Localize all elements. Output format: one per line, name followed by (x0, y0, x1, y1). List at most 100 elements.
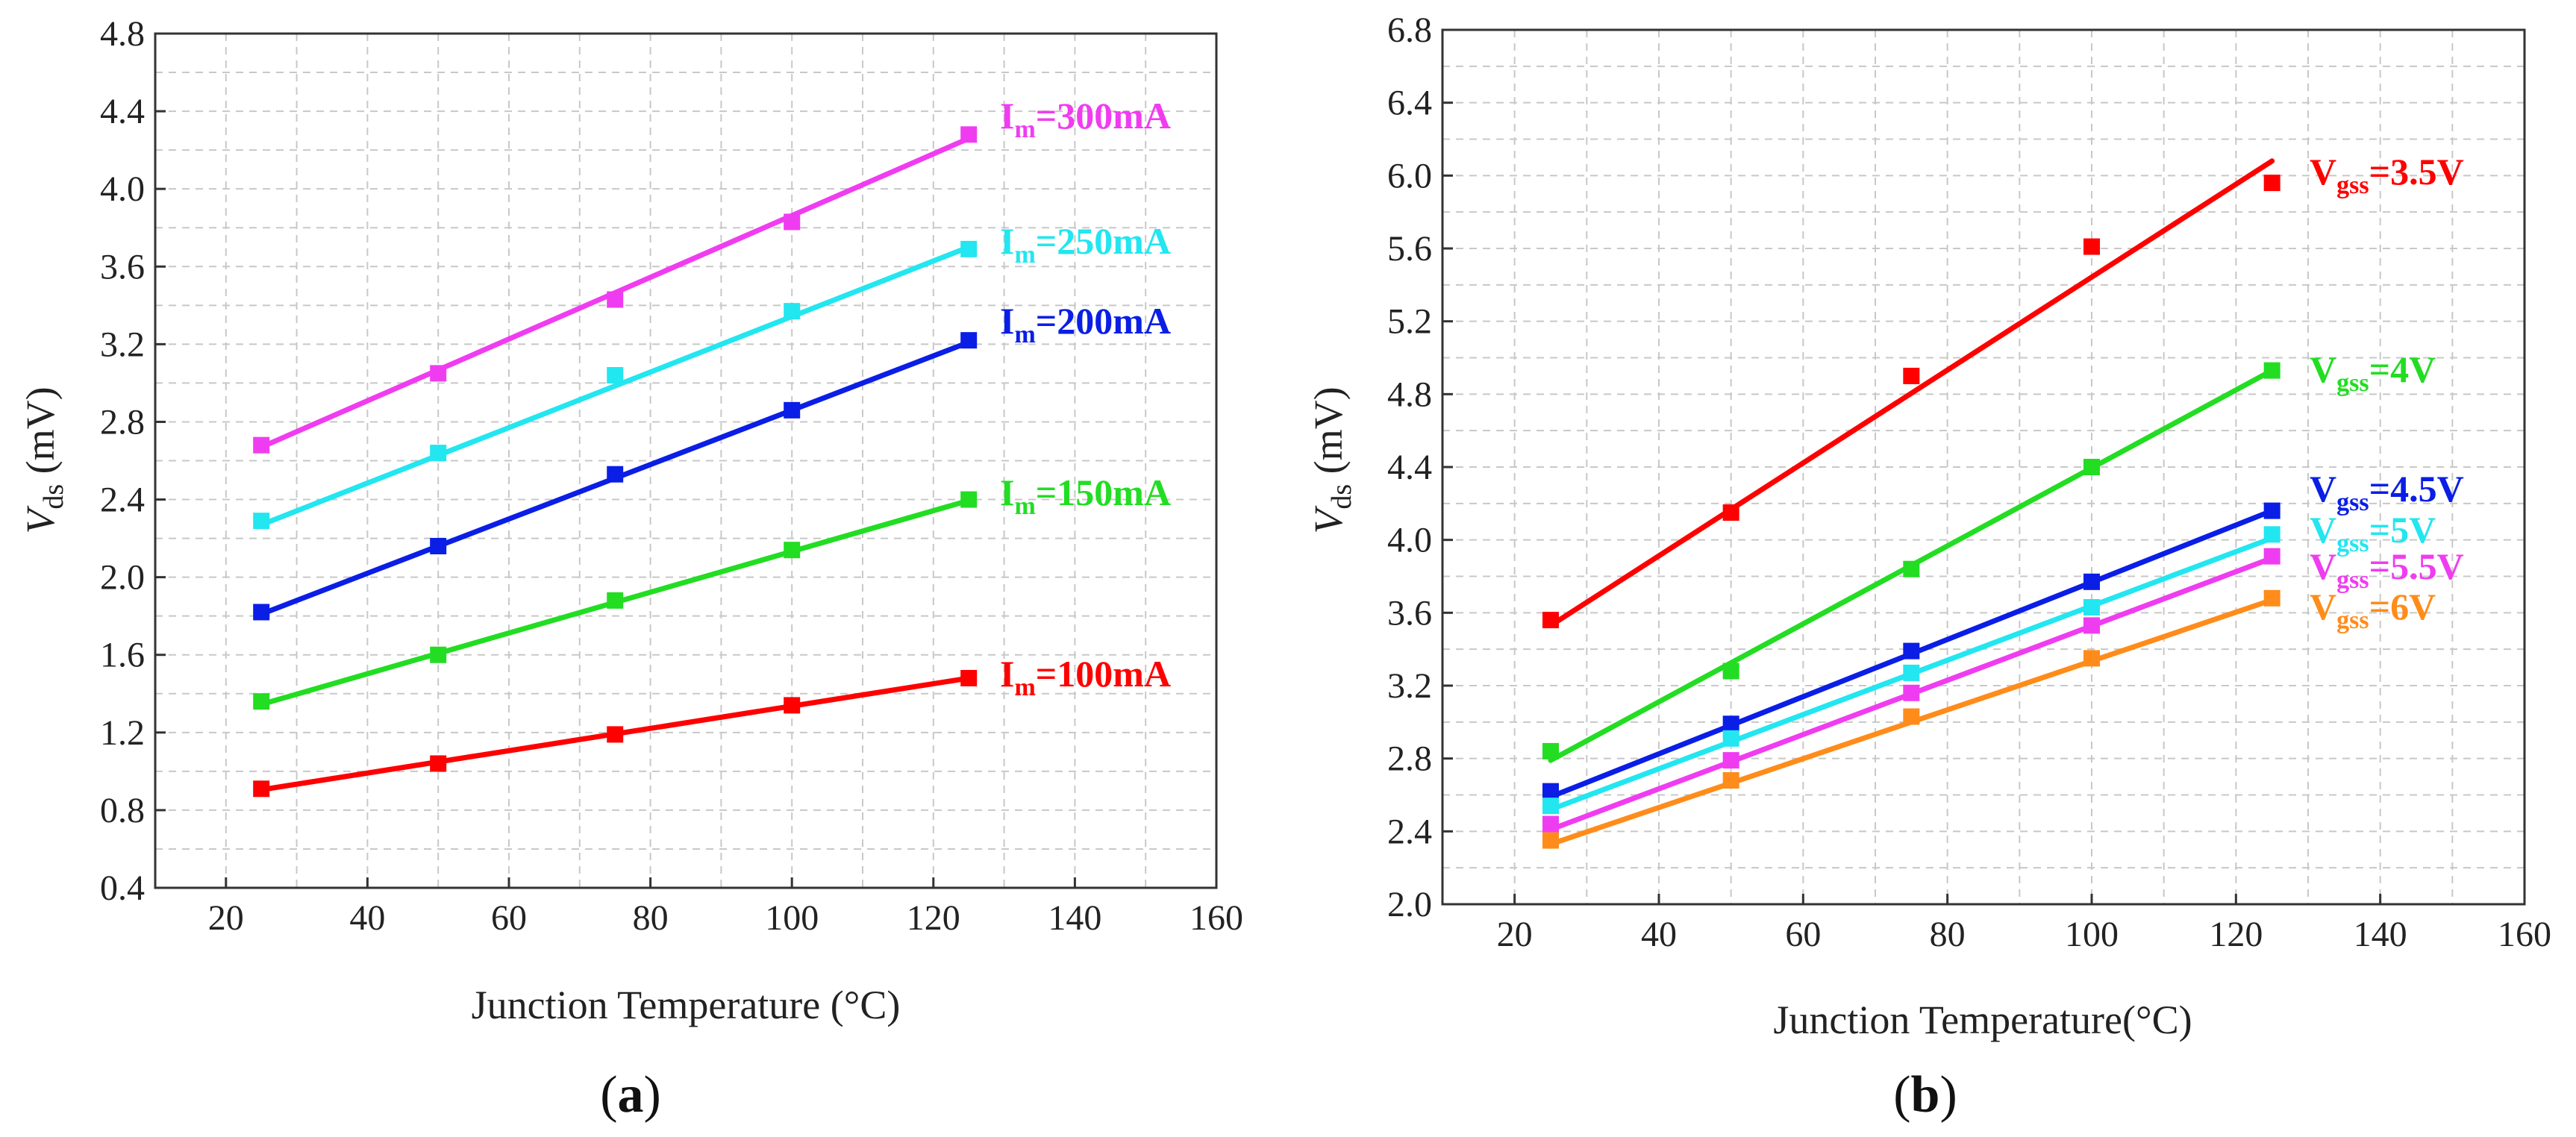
chart-b-y-tick-label: 3.2 (1387, 666, 1432, 706)
chart-b-series-1-point (2263, 175, 2280, 192)
series-label-sub: gss (2336, 566, 2369, 594)
chart-b-series-4-label: Vgss=5V (2310, 509, 2436, 557)
chart-b-panel-label: (b) (1893, 1066, 1957, 1124)
chart-b-series-4 (1542, 526, 2280, 815)
chart-a-x-axis-label: Junction Temperature (°C) (472, 983, 901, 1027)
series-label-rest: =3.5V (2369, 151, 2464, 192)
chart-a-x-tick-label: 80 (633, 898, 669, 938)
chart-b-series-2 (1542, 362, 2280, 763)
series-label-rest: =6V (2369, 586, 2436, 627)
chart-b-series-6-point (1722, 771, 1739, 789)
chart-a-series-1-point (784, 697, 801, 714)
chart-b-series-3-label: Vgss=4.5V (2310, 468, 2464, 516)
chart-b-panel-letter: b (1911, 1066, 1940, 1124)
series-label-rest: =250mA (1036, 220, 1171, 262)
chart-a-series-5-point (430, 365, 447, 382)
series-label-sub: gss (2336, 607, 2369, 634)
series-label-sub: m (1014, 492, 1035, 520)
series-label-sub: m (1014, 241, 1035, 269)
chart-b-series-1-point (1542, 612, 1559, 629)
series-label-sub: gss (2336, 489, 2369, 516)
chart-b-series-1-point (1903, 367, 1920, 384)
chart-a-y-tick-label: 4.8 (100, 14, 145, 54)
chart-a-x-tick-label: 20 (208, 898, 244, 938)
chart-b-series-5-label: Vgss=5.5V (2310, 545, 2464, 594)
chart-b-series-1-point (1722, 504, 1739, 521)
chart-a-panel-label: (a) (600, 1066, 661, 1124)
chart-panel-a: 20 40 60 80 100 120 140 160 0.4 0.8 1.2 1.6 2.0 2.4 2.… (18, 14, 1243, 1124)
chart-b-x-tick-label: 100 (2065, 915, 2119, 954)
chart-a-y-tick-label: 3.2 (100, 325, 145, 364)
chart-a-series-4-label: Im=250mA (1000, 220, 1171, 269)
chart-a-y-axis-label-sub: ds (38, 484, 69, 510)
chart-b-x-tick-label: 140 (2354, 915, 2407, 954)
chart-b-series-2-point (1722, 663, 1739, 680)
chart-b-series-6-point (2263, 589, 2280, 607)
chart-b-series-5-point (1903, 684, 1920, 701)
series-label-rest: =4V (2369, 348, 2436, 390)
chart-b-series-2-point (2083, 459, 2100, 475)
series-label-main: V (2310, 151, 2336, 192)
chart-b-series-2-point (1903, 560, 1920, 577)
series-label-sub: gss (2336, 369, 2369, 397)
chart-a-y-tick-label: 1.6 (100, 636, 145, 675)
series-label-rest: =200mA (1036, 300, 1171, 342)
chart-a-x-tick-label: 40 (349, 898, 385, 938)
chart-a-series-1-point (253, 780, 270, 798)
chart-a-series-4-point (430, 445, 447, 462)
chart-a-y-tick-label: 2.0 (100, 558, 145, 598)
chart-b-y-axis-label-unit: (mV) (1306, 386, 1351, 483)
chart-a-series-5 (253, 126, 978, 454)
chart-b-y-tick-label: 3.6 (1387, 593, 1432, 633)
series-label-rest: =100mA (1036, 653, 1171, 695)
chart-b-series-1-line (1548, 158, 2275, 628)
chart-a-series-2 (253, 491, 978, 710)
chart-a-x-tick-label: 140 (1048, 898, 1101, 938)
chart-a-series-3-point (960, 332, 978, 349)
chart-a-series-5-point (253, 436, 270, 454)
chart-b-series-3-point (1903, 642, 1920, 660)
chart-b-x-tick-label: 120 (2209, 915, 2263, 954)
series-label-main: V (2310, 586, 2336, 627)
series-label-main: V (2310, 348, 2336, 390)
chart-a-series-3 (253, 332, 978, 621)
chart-a-series-3-point (253, 604, 270, 621)
chart-b-x-tick-label: 40 (1641, 915, 1677, 954)
chart-b-x-tick-label: 80 (1930, 915, 1966, 954)
series-label-main: I (1000, 472, 1014, 513)
chart-a-series-2-point (784, 542, 801, 559)
chart-b-x-tick-label: 160 (2498, 915, 2551, 954)
chart-a-series-3-point (607, 466, 624, 483)
chart-a-y-axis-label: Vds (mV) (18, 386, 69, 533)
chart-a-series-1-point (960, 669, 978, 686)
chart-a-y-tick-label: 3.6 (100, 247, 145, 286)
series-label-sub: m (1014, 674, 1035, 701)
chart-a-x-tick-label: 100 (765, 898, 819, 938)
chart-b-y-axis-label-sub: ds (1326, 484, 1357, 510)
series-label-rest: =5.5V (2369, 545, 2464, 587)
chart-a-series-3-label: Im=200mA (1000, 300, 1171, 348)
chart-a-x-tick-label: 120 (907, 898, 960, 938)
chart-b-series (1542, 158, 2280, 849)
chart-b-series-4-point (1542, 798, 1559, 815)
chart-a-y-tick-label: 0.8 (100, 791, 145, 830)
chart-b-series-3 (1542, 502, 2280, 800)
chart-a-series-1-point (430, 755, 447, 772)
chart-b-y-tick-label: 4.8 (1387, 375, 1432, 414)
chart-b-series-5-point (1542, 815, 1559, 833)
chart-b-series-5-point (2083, 617, 2100, 634)
chart-a-y-tick-label: 1.2 (100, 713, 145, 753)
chart-a-grid (155, 34, 1216, 888)
chart-b-y-tick-label: 2.8 (1387, 739, 1432, 779)
chart-b-series-5-point (1722, 752, 1739, 769)
chart-a-ticks: 20 40 60 80 100 120 140 160 0.4 0.8 1.2 1.6 2.0 2.4 2.… (100, 14, 1243, 938)
chart-a-series-3-point (784, 401, 801, 419)
chart-b-y-axis-label: Vds (mV) (1306, 386, 1357, 533)
series-label-rest: =300mA (1036, 95, 1171, 137)
chart-a-y-tick-label: 2.4 (100, 480, 145, 520)
chart-a-series-4-point (253, 513, 270, 530)
chart-a-series-4-line (258, 244, 972, 527)
series-label-main: I (1000, 653, 1014, 695)
series-label-rest: =150mA (1036, 472, 1171, 513)
